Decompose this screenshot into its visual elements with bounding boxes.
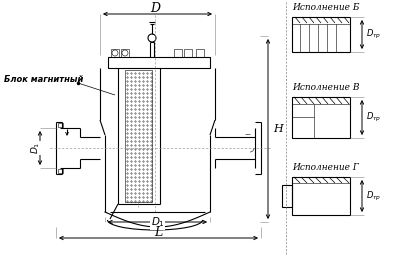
Bar <box>108 57 210 68</box>
Bar <box>125 70 152 202</box>
Text: $D_1$: $D_1$ <box>150 215 164 229</box>
Bar <box>292 17 350 52</box>
Bar <box>121 49 129 57</box>
Bar <box>58 123 63 127</box>
Bar <box>282 185 292 207</box>
Text: $D_{тр}$: $D_{тр}$ <box>366 28 381 41</box>
Text: Блок магнитный: Блок магнитный <box>4 76 83 85</box>
Text: Исполнение В: Исполнение В <box>292 84 360 93</box>
Bar <box>174 49 182 57</box>
Bar <box>196 49 204 57</box>
Text: $D_1$: $D_1$ <box>30 142 42 154</box>
Text: L: L <box>154 226 163 240</box>
Bar <box>111 49 119 57</box>
Text: $D_{тр}$: $D_{тр}$ <box>366 111 381 124</box>
Text: $D_{тр}$: $D_{тр}$ <box>366 189 381 203</box>
Text: Исполнение Б: Исполнение Б <box>292 4 360 13</box>
Bar <box>292 97 350 138</box>
Text: H: H <box>273 124 283 134</box>
Text: Исполнение Г: Исполнение Г <box>292 163 360 172</box>
Bar <box>292 177 350 215</box>
Text: D: D <box>150 3 160 15</box>
Circle shape <box>148 34 156 42</box>
Bar <box>58 169 63 173</box>
Bar <box>184 49 192 57</box>
